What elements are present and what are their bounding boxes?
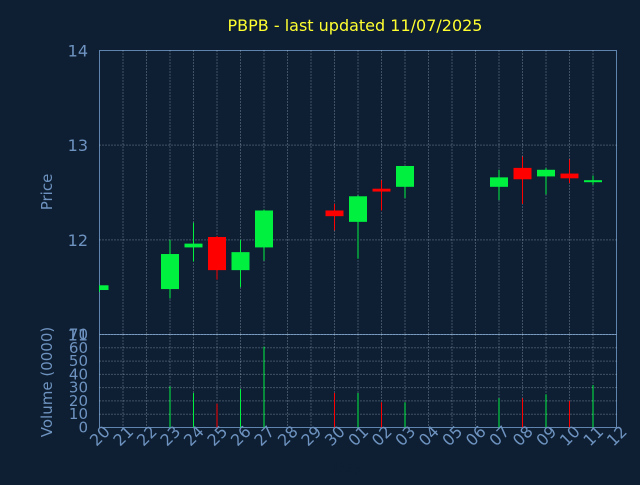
candle-body — [490, 177, 508, 187]
volume-axis-label: Volume (0000) — [38, 327, 56, 437]
candle-body — [231, 252, 250, 271]
x-axis: 2021222324252627282930010203040506070809… — [86, 422, 631, 450]
candle-body — [537, 169, 555, 177]
price-axis-label: Price — [38, 174, 56, 211]
volume-bars — [169, 346, 594, 428]
volume-tick-label: 20 — [69, 392, 88, 410]
candle-body — [372, 188, 391, 192]
price-tick-label: 14 — [68, 42, 88, 61]
candle-body — [184, 243, 203, 248]
chart-title: PBPB - last updated 11/07/2025 — [228, 16, 483, 35]
candle-body — [208, 236, 226, 271]
price-tick-label: 12 — [68, 231, 88, 250]
volume-tick-label: 60 — [69, 339, 88, 357]
candle-body — [255, 210, 273, 248]
candle-body — [584, 180, 602, 183]
candle-body — [325, 210, 344, 217]
price-axis: 14 13 12 11 — [68, 42, 88, 345]
x-axis-title: Day — [333, 458, 363, 476]
volume-tick-label: 50 — [69, 352, 88, 370]
volume-tick-label: 70 — [69, 326, 88, 344]
x-tick-label: 12 — [603, 422, 631, 450]
price-tick-label: 11 — [68, 326, 88, 345]
candle-body — [161, 254, 179, 290]
candle-body — [560, 173, 579, 179]
candles — [99, 156, 602, 299]
candle-body — [349, 196, 367, 222]
price-tick-label: 13 — [68, 136, 88, 155]
candle-body — [396, 165, 414, 187]
volume-tick-label: 10 — [69, 405, 88, 423]
candle-body — [99, 285, 109, 291]
candle-body — [513, 167, 532, 180]
volume-tick-label: 30 — [69, 379, 88, 397]
volume-tick-label: 0 — [78, 419, 88, 437]
volume-tick-label: 40 — [69, 365, 88, 383]
